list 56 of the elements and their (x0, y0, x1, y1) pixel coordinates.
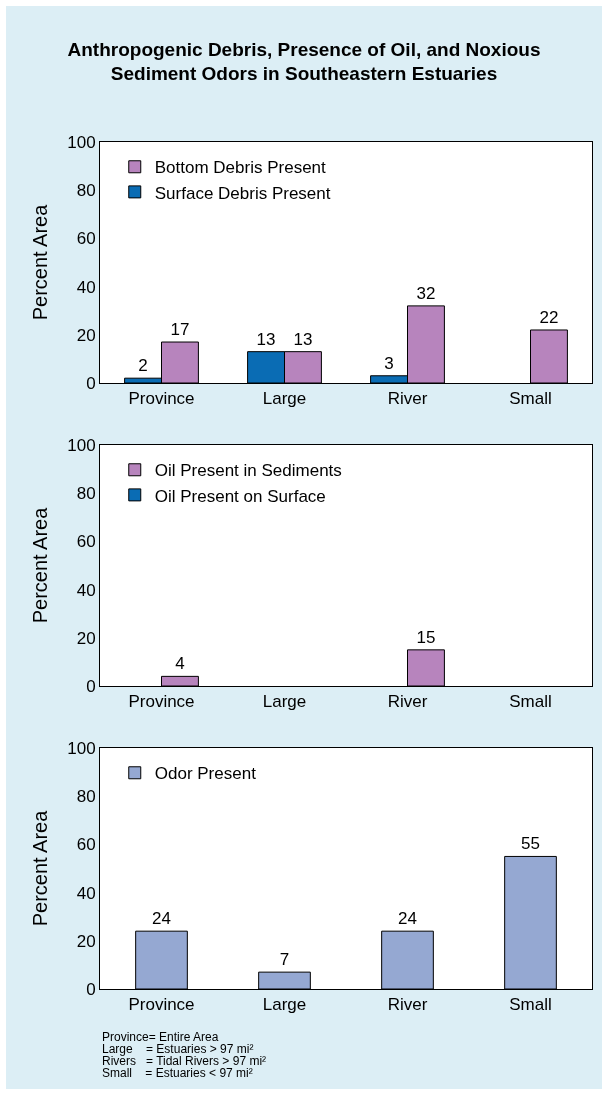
data-label: 24 (152, 909, 171, 929)
data-label: 17 (170, 320, 190, 340)
data-label: 15 (416, 627, 436, 647)
text: Province= Entire Area (102, 1030, 220, 1044)
x-tick-label: Small (509, 692, 552, 712)
y-tick-label: 60 (76, 229, 96, 249)
y-axis-title: Percent Area (28, 506, 51, 624)
x-tick-label: River (387, 995, 428, 1015)
text: Small = Estuaries < 97 mi² (102, 1066, 254, 1080)
y-tick-label: 80 (76, 787, 96, 807)
y-tick-label: 100 (67, 132, 96, 152)
x-tick-label: Small (509, 389, 552, 409)
data-label: 7 (279, 950, 290, 970)
y-tick-label: 0 (86, 373, 96, 393)
y-tick-label: 100 (67, 435, 96, 455)
data-label: 2 (138, 356, 148, 376)
text: Rivers = Tidal Rivers > 97 mi² (102, 1054, 268, 1068)
y-tick-label: 60 (76, 835, 96, 855)
y-tick-label: 20 (76, 628, 96, 648)
data-label: 13 (256, 329, 276, 349)
x-tick-label: Province (128, 995, 195, 1015)
legend-label: Oil Present in Sediments (154, 461, 342, 481)
y-tick-label: 0 (86, 979, 96, 999)
y-axis-title: Percent Area (28, 809, 51, 927)
x-tick-label: Small (509, 995, 552, 1015)
x-tick-label: Large (262, 692, 307, 712)
legend-label: Surface Debris Present (154, 183, 331, 203)
y-tick-label: 80 (76, 484, 96, 504)
legend-label: Oil Present on Surface (154, 486, 326, 506)
legend-label: Odor Present (154, 764, 257, 784)
x-tick-label: Province (128, 389, 195, 409)
y-tick-label: 80 (76, 181, 96, 201)
y-tick-label: 100 (67, 738, 96, 758)
legend-label: Bottom Debris Present (154, 158, 327, 178)
data-label: 22 (539, 307, 559, 327)
data-label: 32 (416, 283, 436, 303)
y-tick-label: 40 (76, 580, 96, 600)
text: Large = Estuaries > 97 mi² (102, 1042, 254, 1056)
y-tick-label: 20 (76, 931, 96, 951)
data-label: 13 (293, 329, 313, 349)
x-tick-label: River (387, 389, 428, 409)
y-tick-label: 40 (76, 277, 96, 297)
data-label: 24 (398, 909, 417, 929)
x-tick-label: Province (128, 692, 195, 712)
x-tick-label: Large (262, 389, 307, 409)
y-tick-label: 60 (76, 532, 96, 552)
y-axis-title: Percent Area (28, 203, 51, 321)
x-tick-label: River (387, 692, 428, 712)
x-tick-label: Large (262, 995, 307, 1015)
chart-title: Anthropogenic Debris, Presence of Oil, and Noxious Sediment Odors in Southeastern Estuaries (66, 38, 542, 86)
data-label: 4 (175, 654, 185, 674)
data-label: 3 (384, 353, 394, 373)
data-label: 55 (521, 834, 540, 854)
y-tick-label: 20 (76, 325, 96, 345)
y-tick-label: 40 (76, 883, 96, 903)
y-tick-label: 0 (86, 676, 96, 696)
